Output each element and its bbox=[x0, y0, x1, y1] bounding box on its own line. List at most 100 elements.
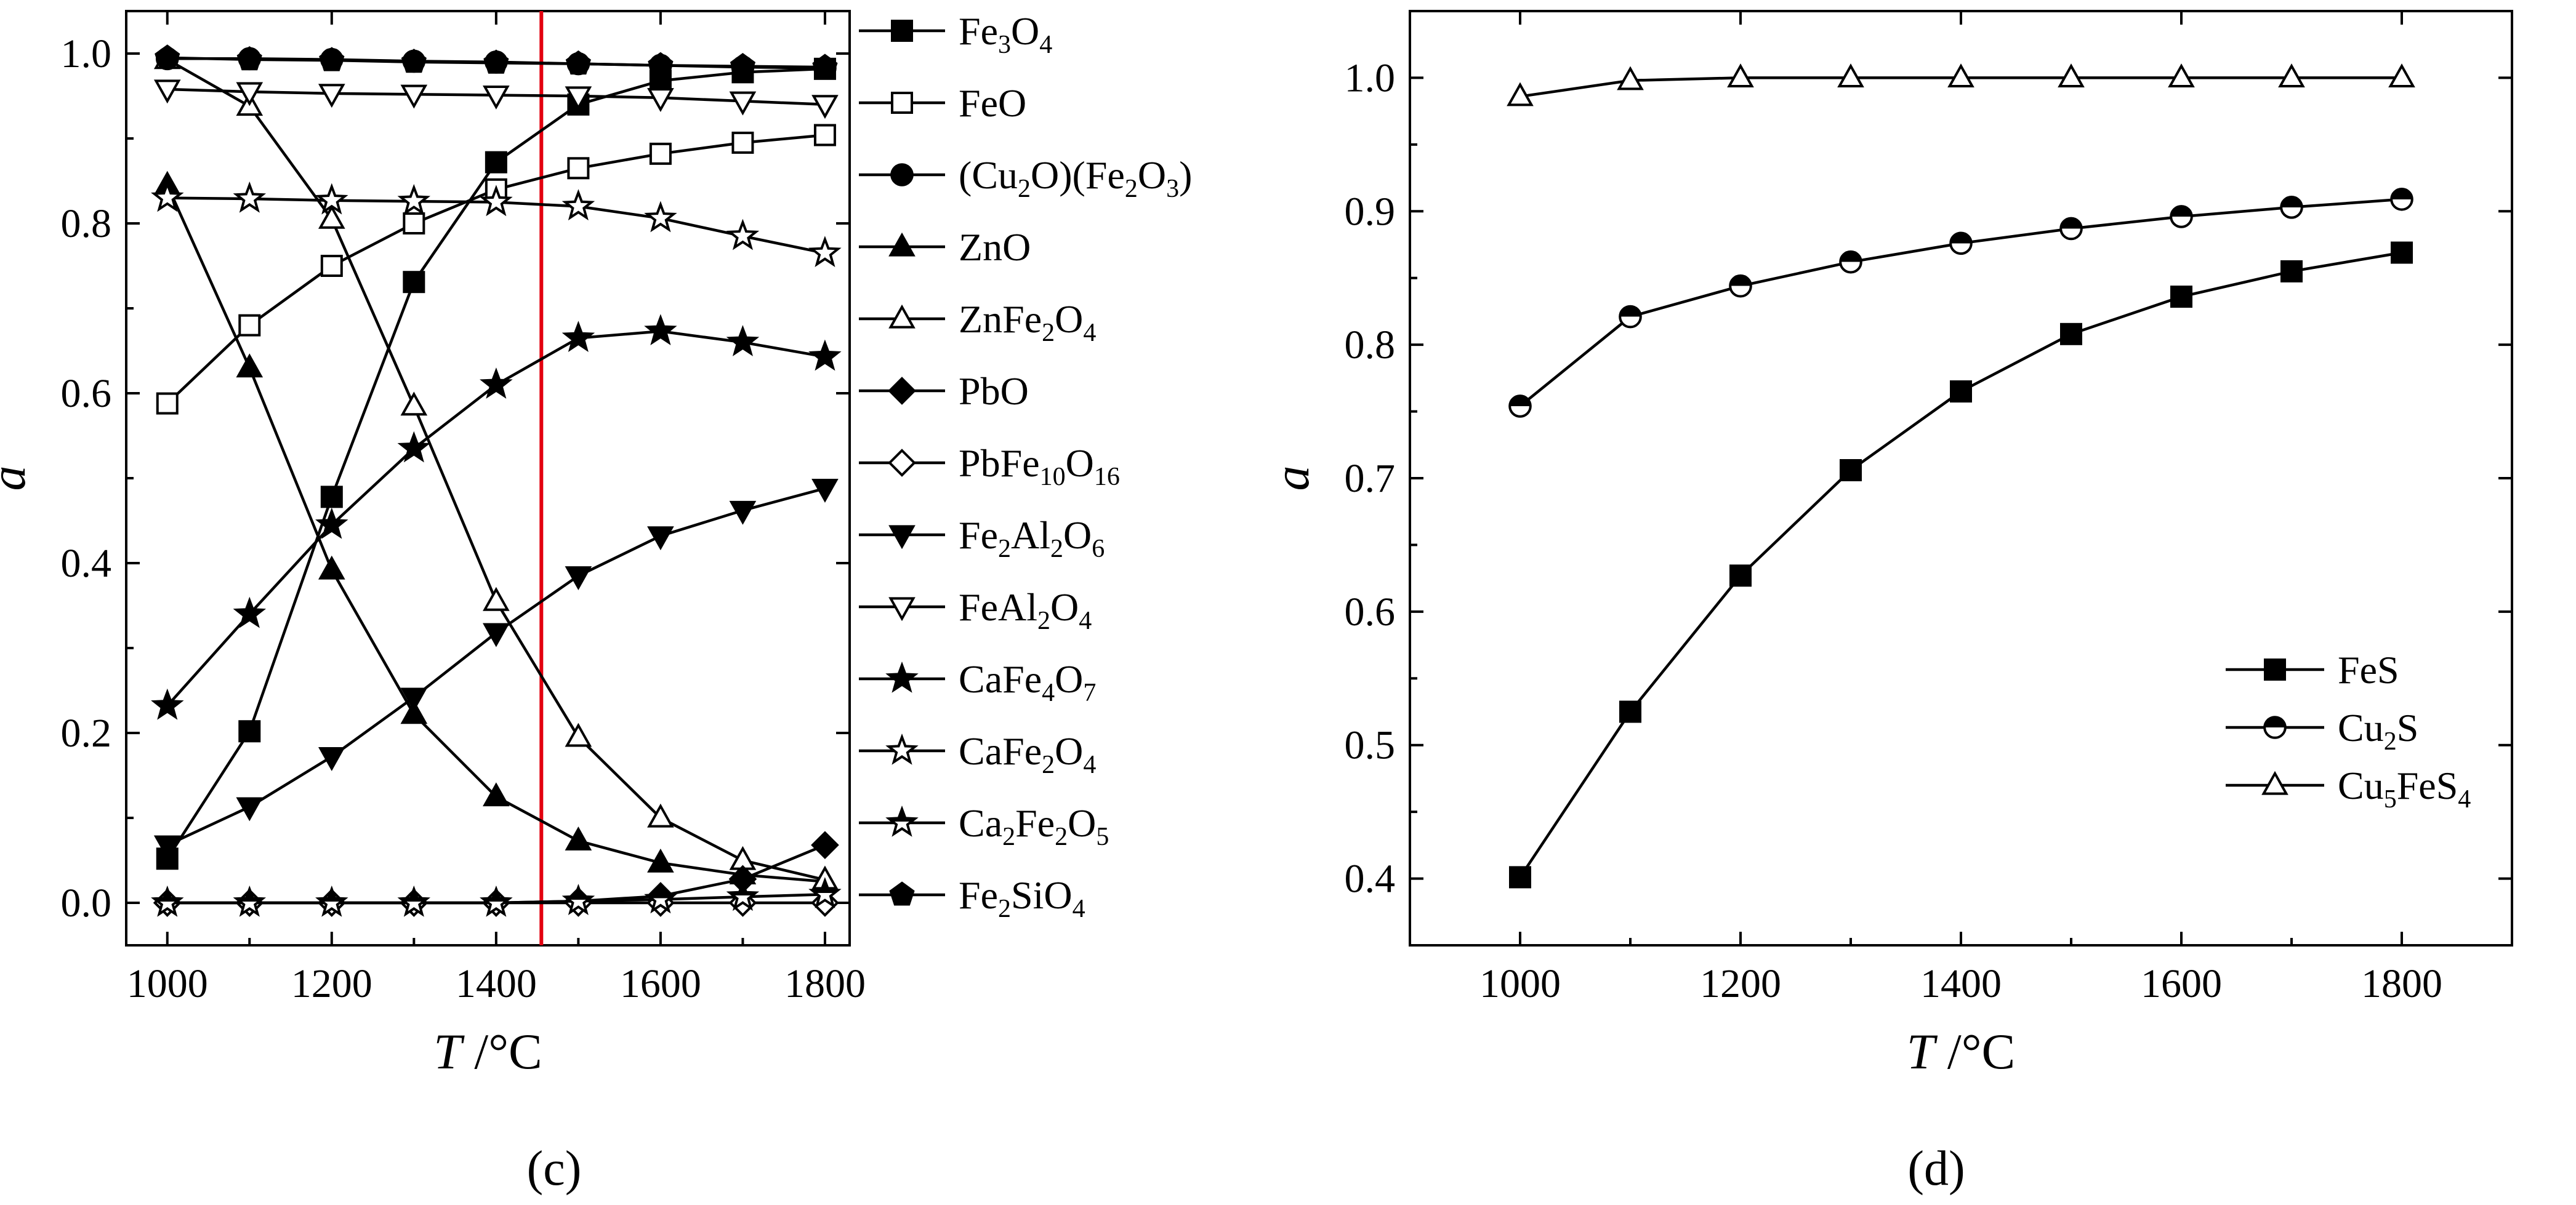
panel-d-legend-marker-cu5fes4 bbox=[2261, 771, 2288, 795]
panel-c-legend-marker-cafe4o7 bbox=[885, 661, 919, 693]
chart-panel-d: 1000 1200 1400 1600 1800 0.4 0.5 0.6 0.7 0.8 0.9 1.… bbox=[1263, 10, 2513, 1079]
panel-d-legend-marker-fes bbox=[2264, 659, 2286, 681]
panel-c-legend-label-zno: ZnO bbox=[959, 225, 1031, 269]
panel-c-data-point-feo bbox=[156, 392, 179, 415]
panel-c-legend-label-fe2sio4: Fe2SiO4 bbox=[959, 873, 1085, 923]
panel-c-data-point-cafe4o7 bbox=[233, 596, 267, 628]
panel-d-data-point-fes bbox=[1950, 380, 1972, 403]
panel-d-data-point-cu2s bbox=[1729, 274, 1752, 298]
panel-c-data-point-fe2sio4 bbox=[155, 44, 180, 69]
panel-label-d: (d) bbox=[1907, 1142, 1965, 1196]
panel-d-y-tick-label: 0.7 bbox=[1345, 456, 1396, 501]
panel-d-legend-label-fes: FeS bbox=[2338, 648, 2399, 692]
panel-d-data-point-cu5fes4 bbox=[2278, 63, 2305, 88]
panel-c-data-point-fe2sio4 bbox=[483, 49, 509, 74]
panel-c-legend-label-znfe2o4: ZnFe2O4 bbox=[959, 297, 1096, 347]
panel-c-data-point-cafe2o4 bbox=[808, 236, 842, 268]
panel-d-y-tick-label: 0.5 bbox=[1345, 723, 1396, 768]
panel-d-x-tick-label: 1400 bbox=[1920, 961, 2002, 1006]
panel-c-data-point-fe2al2o6 bbox=[483, 623, 510, 647]
panel-c-series-fe2sio4 bbox=[155, 44, 838, 78]
panel-c-legend-marker-ca2fe2o5 bbox=[885, 805, 919, 837]
panel-c-legend-marker-feo bbox=[891, 92, 913, 114]
panel-label-c: (c) bbox=[527, 1142, 582, 1196]
panel-c-data-point-feal2o4 bbox=[483, 86, 510, 110]
panel-c-data-point-feo bbox=[813, 124, 836, 146]
panel-c-data-point-cafe4o7 bbox=[151, 688, 184, 720]
panel-c-data-point-cafe2o4 bbox=[561, 189, 595, 221]
panel-c-y-tick-label: 0.4 bbox=[61, 541, 112, 586]
panel-c-data-point-pbo bbox=[811, 831, 839, 859]
panel-c-y-tick-label: 0.8 bbox=[61, 201, 112, 246]
panel-d-legend-marker-cu2s bbox=[2263, 716, 2287, 739]
panel-c-y-tick-label: 1.0 bbox=[61, 31, 112, 76]
panel-d-data-point-cu2s bbox=[1619, 305, 1642, 329]
panel-c-data-point-cafe2o4 bbox=[644, 201, 677, 233]
panel-c-data-point-fe2sio4 bbox=[236, 46, 262, 71]
panel-c-legend-label-cafe4o7: CaFe4O7 bbox=[959, 657, 1096, 707]
panel-c-data-point-feo bbox=[731, 131, 754, 154]
panel-c-data-point-feo bbox=[567, 157, 590, 180]
panel-c-data-point-fe2al2o6 bbox=[729, 500, 757, 525]
panel-c-data-point-fe2al2o6 bbox=[400, 687, 428, 712]
panel-c-legend-marker-cafe2o4 bbox=[885, 733, 919, 765]
panel-c-data-point-ca2fe2o5 bbox=[233, 885, 267, 917]
panel-c-data-point-zno bbox=[565, 826, 592, 851]
panel-d-x-tick-label: 1000 bbox=[1479, 961, 1561, 1006]
panel-c-data-point-znfe2o4 bbox=[565, 723, 592, 747]
panel-c-x-tick-label: 1200 bbox=[291, 961, 372, 1006]
panel-c-data-point-cafe4o7 bbox=[726, 325, 760, 356]
panel-c-legend-marker-pbfe10o16 bbox=[888, 449, 916, 477]
panel-d-data-point-cu2s bbox=[1508, 394, 1532, 418]
panel-c-legend-marker-fe2sio4 bbox=[889, 881, 915, 906]
panel-c-data-point-fe2al2o6 bbox=[236, 797, 264, 822]
panel-c-data-point-znfe2o4 bbox=[647, 803, 674, 828]
panel-c-data-point-cafe4o7 bbox=[644, 314, 677, 346]
panel-c-data-point-ca2fe2o5 bbox=[808, 877, 842, 908]
panel-d-data-point-fes bbox=[2391, 241, 2413, 264]
panel-d-legend: FeS Cu2S Cu5FeS4 bbox=[2226, 648, 2471, 814]
panel-c-data-point-cafe4o7 bbox=[561, 321, 595, 353]
panel-d-data-point-cu5fes4 bbox=[1727, 63, 1754, 88]
panel-c-data-point-cafe2o4 bbox=[315, 183, 348, 215]
panel-c-data-point-cafe4o7 bbox=[808, 339, 842, 371]
panel-d-data-point-cu5fes4 bbox=[2058, 63, 2085, 88]
panel-c-series-cafe2o4 bbox=[151, 180, 842, 268]
panel-c-data-point-fe2sio4 bbox=[648, 52, 674, 76]
panel-c-series-ca2fe2o5 bbox=[151, 877, 842, 917]
panel-c-x-tick-label: 1000 bbox=[127, 961, 208, 1006]
panel-c-legend-label-pbo: PbO bbox=[959, 369, 1029, 413]
panel-c-data-point-cafe2o4 bbox=[233, 181, 267, 213]
panel-d-y-tick-label: 0.4 bbox=[1345, 857, 1396, 902]
panel-c-legend-marker-cu2o-fe2o3 bbox=[890, 163, 914, 186]
panel-d-y-tick-label: 0.6 bbox=[1345, 590, 1396, 635]
panel-d-x-tick-label: 1600 bbox=[2141, 961, 2222, 1006]
panel-d-y-tick-label: 0.9 bbox=[1345, 189, 1396, 234]
panel-c-data-point-cafe2o4 bbox=[480, 185, 513, 217]
panel-c-legend-label-feal2o4: FeAl2O4 bbox=[959, 585, 1092, 635]
panel-d-data-point-cu2s bbox=[1949, 231, 1973, 255]
panel-c-data-point-fe2sio4 bbox=[319, 47, 345, 71]
panel-c-data-point-fe2sio4 bbox=[565, 50, 591, 75]
panel-c-x-axis-title: T /°C bbox=[433, 1023, 542, 1079]
panel-c-data-point-zno bbox=[483, 782, 510, 807]
panel-d-x-tick-label: 1800 bbox=[2361, 961, 2442, 1006]
panel-d-data-point-cu2s bbox=[2170, 205, 2193, 228]
panel-d-series-fes bbox=[1509, 241, 2413, 889]
panel-d-data-point-fes bbox=[1509, 866, 1531, 889]
panel-c-data-point-fe2al2o6 bbox=[811, 478, 839, 503]
panel-d-legend-label-cu5fes4: Cu5FeS4 bbox=[2338, 764, 2471, 814]
panel-c-data-point-fe3o4 bbox=[403, 271, 425, 294]
panel-d-data-point-fes bbox=[2280, 260, 2303, 282]
panel-c-data-point-fe2al2o6 bbox=[565, 566, 592, 590]
panel-c-data-point-znfe2o4 bbox=[318, 204, 345, 229]
panel-c-data-point-feal2o4 bbox=[236, 82, 264, 106]
panel-c-data-point-feo bbox=[320, 255, 343, 277]
panel-c-data-point-feal2o4 bbox=[647, 88, 674, 113]
panel-c-data-point-fe2al2o6 bbox=[153, 835, 181, 860]
panel-d-data-point-fes bbox=[2060, 322, 2082, 345]
panel-c-legend-label-cu2o-fe2o3: (Cu2O)(Fe2O3) bbox=[959, 153, 1192, 203]
panel-d-data-point-fes bbox=[1729, 564, 1752, 587]
panel-c-data-point-cafe4o7 bbox=[397, 431, 431, 463]
